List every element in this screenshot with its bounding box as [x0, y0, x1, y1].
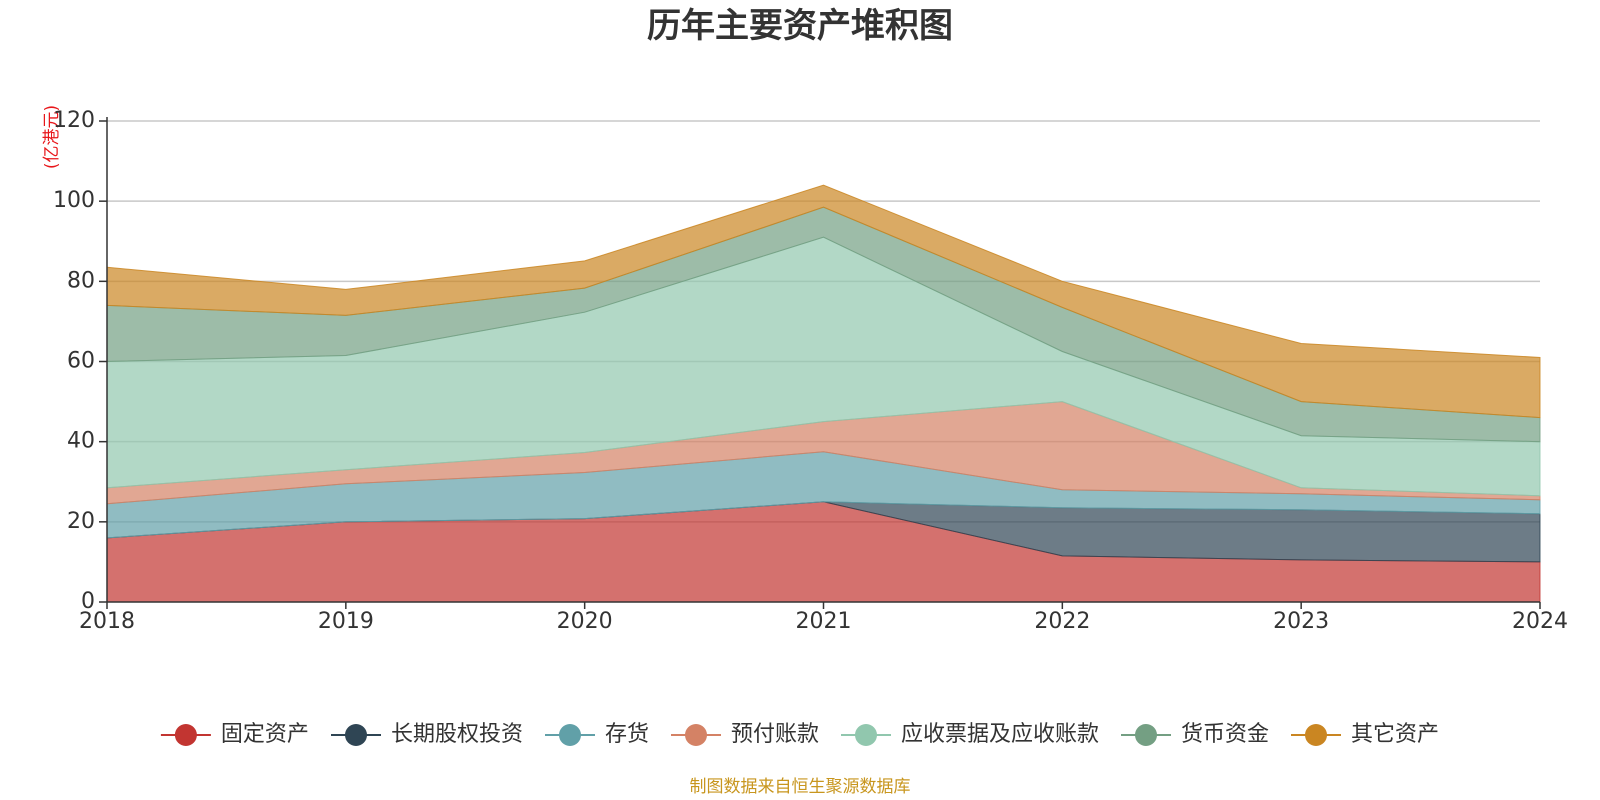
x-tick-label: 2018: [79, 609, 135, 634]
legend-label: 预付账款: [731, 722, 819, 747]
legend-marker-icon: [174, 724, 197, 746]
y-tick-label: 60: [67, 349, 95, 374]
legend-item-3[interactable]: 预付账款: [671, 722, 819, 747]
legend-marker-icon: [345, 724, 367, 746]
legend-marker-icon: [855, 724, 877, 746]
chart-title: 历年主要资产堆积图: [647, 6, 953, 46]
legend-item-4[interactable]: 应收票据及应收账款: [841, 722, 1099, 747]
legend-marker-icon: [1135, 724, 1157, 746]
data-source-note: 制图数据来自恒生聚源数据库: [690, 777, 911, 797]
legend-item-1[interactable]: 长期股权投资: [331, 722, 523, 747]
legend-marker-icon: [685, 724, 707, 746]
axes: 0 20 40 60 80 100 120 2018 2019 2020 2021 2022 2023 2…: [53, 108, 1568, 634]
legend-item-6[interactable]: 其它资产: [1291, 722, 1439, 747]
legend-marker-icon: [1305, 724, 1327, 746]
x-tick-label: 2019: [318, 609, 374, 634]
y-tick-label: 120: [53, 108, 95, 133]
legend-label: 存货: [605, 722, 649, 747]
y-tick-label: 100: [53, 188, 95, 213]
x-tick-label: 2020: [557, 609, 613, 634]
legend-item-2[interactable]: 存货: [545, 722, 649, 747]
legend-label: 应收票据及应收账款: [901, 722, 1099, 747]
legend-label: 长期股权投资: [391, 722, 523, 747]
area-series-6: [106, 184, 1541, 419]
legend-item-5[interactable]: 货币资金: [1121, 722, 1269, 747]
legend-label: 其它资产: [1351, 722, 1439, 747]
legend-label: 固定资产: [221, 722, 309, 747]
legend: 固定资产 长期股权投资 存货 预付账款 应收票据及应收账款 货币资金 其它资产: [160, 722, 1439, 747]
y-tick-label: 0: [81, 589, 95, 614]
y-tick-label: 20: [67, 509, 95, 534]
y-tick-label: 80: [67, 268, 95, 293]
x-tick-label: 2024: [1512, 609, 1568, 634]
legend-item-0[interactable]: 固定资产: [160, 722, 309, 747]
x-tick-label: 2022: [1034, 609, 1090, 634]
area-series: [106, 184, 1541, 603]
legend-label: 货币资金: [1181, 722, 1269, 747]
y-tick-label: 40: [67, 429, 95, 454]
x-tick-label: 2021: [796, 609, 852, 634]
x-tick-label: 2023: [1273, 609, 1329, 634]
legend-marker-icon: [559, 724, 581, 746]
y-axis-unit-label: (亿港元): [42, 105, 62, 169]
